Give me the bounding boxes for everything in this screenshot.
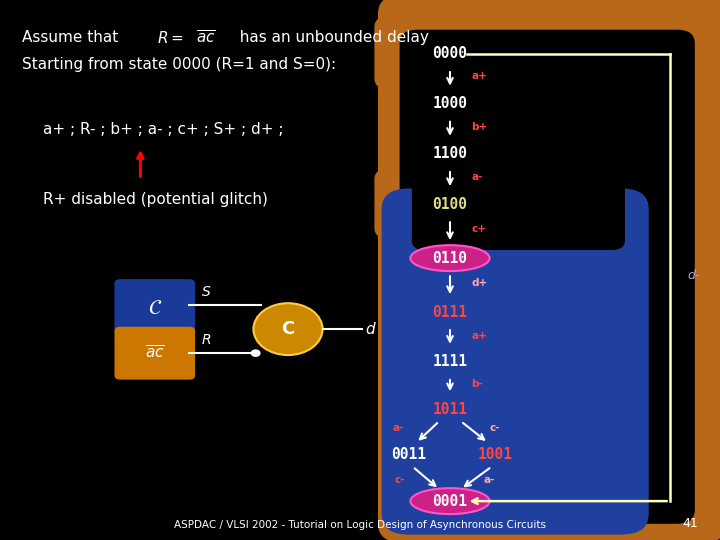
- Text: Starting from state 0000 (R=1 and S=0):: Starting from state 0000 (R=1 and S=0):: [22, 57, 336, 72]
- Text: 0011: 0011: [392, 447, 426, 462]
- Text: a+: a+: [472, 331, 487, 341]
- Text: 1111: 1111: [433, 354, 467, 369]
- Text: S: S: [202, 285, 210, 299]
- Text: R: R: [202, 333, 211, 347]
- FancyBboxPatch shape: [400, 30, 695, 524]
- Text: 1001: 1001: [478, 447, 513, 462]
- Text: 0100: 0100: [433, 197, 467, 212]
- Text: 0001: 0001: [433, 494, 467, 509]
- Ellipse shape: [410, 245, 490, 271]
- FancyBboxPatch shape: [374, 168, 475, 239]
- Text: a+: a+: [472, 71, 487, 80]
- Text: ASPDAC / VLSI 2002 - Tutorial on Logic Design of Asynchronous Circuits: ASPDAC / VLSI 2002 - Tutorial on Logic D…: [174, 520, 546, 530]
- Circle shape: [253, 303, 323, 355]
- Text: d-: d-: [688, 269, 700, 282]
- Text: a-: a-: [392, 423, 404, 433]
- FancyBboxPatch shape: [114, 327, 195, 380]
- Text: d: d: [366, 322, 375, 336]
- Text: R+ disabled (potential glitch): R+ disabled (potential glitch): [43, 192, 268, 207]
- Text: 1011: 1011: [433, 402, 467, 417]
- Text: a+ ; R- ; b+ ; a- ; c+ ; S+ ; d+ ;: a+ ; R- ; b+ ; a- ; c+ ; S+ ; d+ ;: [43, 122, 284, 137]
- Text: d+: d+: [472, 278, 488, 288]
- FancyBboxPatch shape: [382, 188, 649, 535]
- Text: 0111: 0111: [433, 305, 467, 320]
- Text: 0110: 0110: [433, 251, 467, 266]
- Text: c-: c-: [395, 475, 405, 484]
- Text: C: C: [282, 320, 294, 338]
- Text: Assume that: Assume that: [22, 30, 127, 45]
- Text: $\mathcal{C}$: $\mathcal{C}$: [148, 298, 162, 318]
- Text: $R{=}$: $R{=}$: [157, 30, 184, 46]
- FancyBboxPatch shape: [412, 42, 625, 250]
- FancyBboxPatch shape: [378, 0, 720, 540]
- FancyBboxPatch shape: [374, 16, 475, 89]
- Text: a-: a-: [472, 172, 483, 182]
- Text: 1100: 1100: [433, 146, 467, 161]
- Circle shape: [251, 349, 261, 357]
- Text: b-: b-: [472, 380, 483, 389]
- Text: a-: a-: [484, 475, 495, 484]
- Text: $\overline{ac}$: $\overline{ac}$: [145, 345, 165, 362]
- Text: has an unbounded delay: has an unbounded delay: [230, 30, 429, 45]
- Ellipse shape: [410, 488, 490, 514]
- FancyBboxPatch shape: [114, 279, 195, 336]
- Text: b+: b+: [472, 122, 488, 132]
- Text: 41: 41: [683, 517, 698, 530]
- Text: $\overline{ac}$: $\overline{ac}$: [196, 29, 215, 46]
- Text: 0000: 0000: [433, 46, 467, 62]
- Text: c-: c-: [490, 423, 500, 433]
- Text: c+: c+: [472, 225, 487, 234]
- Text: 1000: 1000: [433, 96, 467, 111]
